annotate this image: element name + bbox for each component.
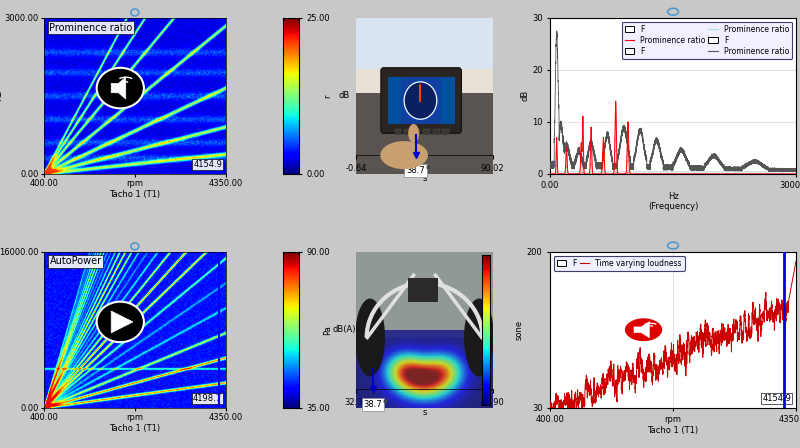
Bar — [388, 77, 402, 124]
Text: AutoPower: AutoPower — [50, 256, 102, 267]
Ellipse shape — [408, 124, 419, 142]
Bar — [357, 69, 493, 93]
Text: r: r — [323, 94, 332, 98]
X-axis label: Tacho 1 (T1): Tacho 1 (T1) — [647, 426, 698, 435]
Text: Pa: Pa — [323, 325, 332, 335]
X-axis label: s: s — [422, 408, 426, 417]
Text: 4198.7: 4198.7 — [193, 394, 222, 403]
Ellipse shape — [355, 298, 385, 376]
Ellipse shape — [380, 141, 428, 169]
X-axis label: Tacho 1 (T1): Tacho 1 (T1) — [110, 424, 160, 433]
Bar — [357, 18, 493, 80]
Bar — [357, 252, 493, 408]
Text: 38.7: 38.7 — [363, 400, 382, 409]
Polygon shape — [634, 321, 650, 338]
Bar — [423, 129, 430, 135]
Text: ▪: ▪ — [382, 398, 387, 404]
Bar — [388, 77, 454, 124]
Y-axis label: dB: dB — [520, 90, 529, 102]
Bar — [441, 77, 454, 124]
Y-axis label: sone: sone — [515, 320, 524, 340]
Text: 38.7: 38.7 — [406, 166, 425, 175]
Bar — [357, 337, 493, 408]
Text: Prominence ratio: Prominence ratio — [50, 22, 133, 33]
Bar — [408, 278, 438, 302]
Circle shape — [624, 317, 663, 342]
Y-axis label: dB: dB — [338, 91, 350, 100]
Polygon shape — [111, 311, 133, 333]
Text: 4154.9: 4154.9 — [193, 160, 222, 169]
X-axis label: Tacho 1 (T1): Tacho 1 (T1) — [110, 190, 160, 199]
X-axis label: s: s — [422, 174, 426, 183]
Y-axis label: (Frequency)
Hz: (Frequency) Hz — [0, 71, 3, 121]
Circle shape — [97, 68, 144, 108]
Bar — [414, 129, 421, 135]
Text: 4154.9: 4154.9 — [762, 394, 791, 403]
Bar — [442, 129, 449, 135]
X-axis label: Hz
(Frequency): Hz (Frequency) — [648, 192, 698, 211]
Bar — [357, 18, 493, 140]
Ellipse shape — [464, 298, 494, 376]
Bar — [433, 129, 439, 135]
Bar — [404, 129, 411, 135]
Circle shape — [404, 82, 437, 119]
FancyBboxPatch shape — [381, 68, 462, 134]
Circle shape — [97, 302, 144, 342]
Y-axis label: dB(A): dB(A) — [333, 325, 356, 334]
Legend: F, Prominence ratio, F, Prominence ratio, F, Prominence ratio: F, Prominence ratio, F, Prominence ratio… — [622, 22, 792, 59]
Bar — [394, 129, 402, 135]
Bar — [357, 252, 493, 374]
Legend: F, Time varying loudness: F, Time varying loudness — [554, 256, 685, 271]
Text: ▪: ▪ — [425, 164, 430, 170]
Polygon shape — [111, 77, 126, 99]
Bar — [357, 73, 493, 174]
